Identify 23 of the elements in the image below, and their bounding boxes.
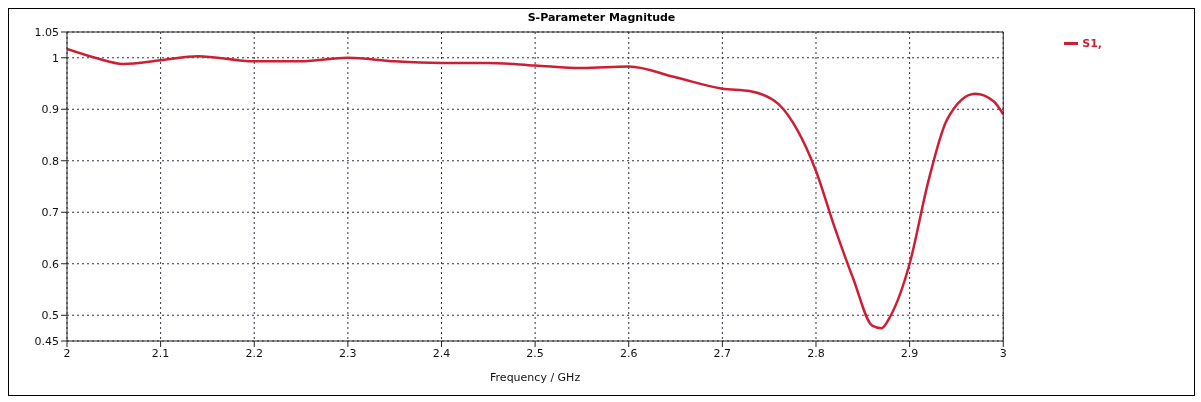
x-tick-label: 2.5 [526, 346, 544, 360]
x-tick-label: 2.4 [432, 346, 451, 360]
x-tick-label: 2.7 [713, 346, 732, 360]
chart-title: S-Parameter Magnitude [526, 11, 677, 24]
x-tick-label: 2.8 [807, 346, 825, 360]
x-tick-label: 2.6 [619, 346, 638, 360]
x-tick-label: 2.1 [151, 346, 170, 360]
y-tick-label: 0.6 [41, 257, 59, 271]
x-tick-label: 2.2 [245, 346, 263, 360]
y-tick-label: 0.5 [41, 309, 59, 323]
y-tick-label: 1 [52, 51, 59, 65]
x-axis-title: Frequency / GHz [490, 371, 581, 384]
x-tick-label: 2.9 [900, 346, 919, 360]
y-tick-label: 1.05 [34, 25, 59, 39]
x-tick-label: 2.3 [339, 346, 357, 360]
y-tick-label: 0.7 [41, 206, 59, 220]
y-tick-label: 0.45 [34, 334, 59, 348]
y-tick-label: 0.8 [41, 154, 59, 168]
x-tick-label: 3 [999, 346, 1007, 360]
y-tick-label: 0.9 [41, 103, 59, 117]
x-tick-label: 2 [63, 346, 71, 360]
legend-label: S1, [1082, 37, 1102, 50]
line-series [67, 47, 1004, 330]
